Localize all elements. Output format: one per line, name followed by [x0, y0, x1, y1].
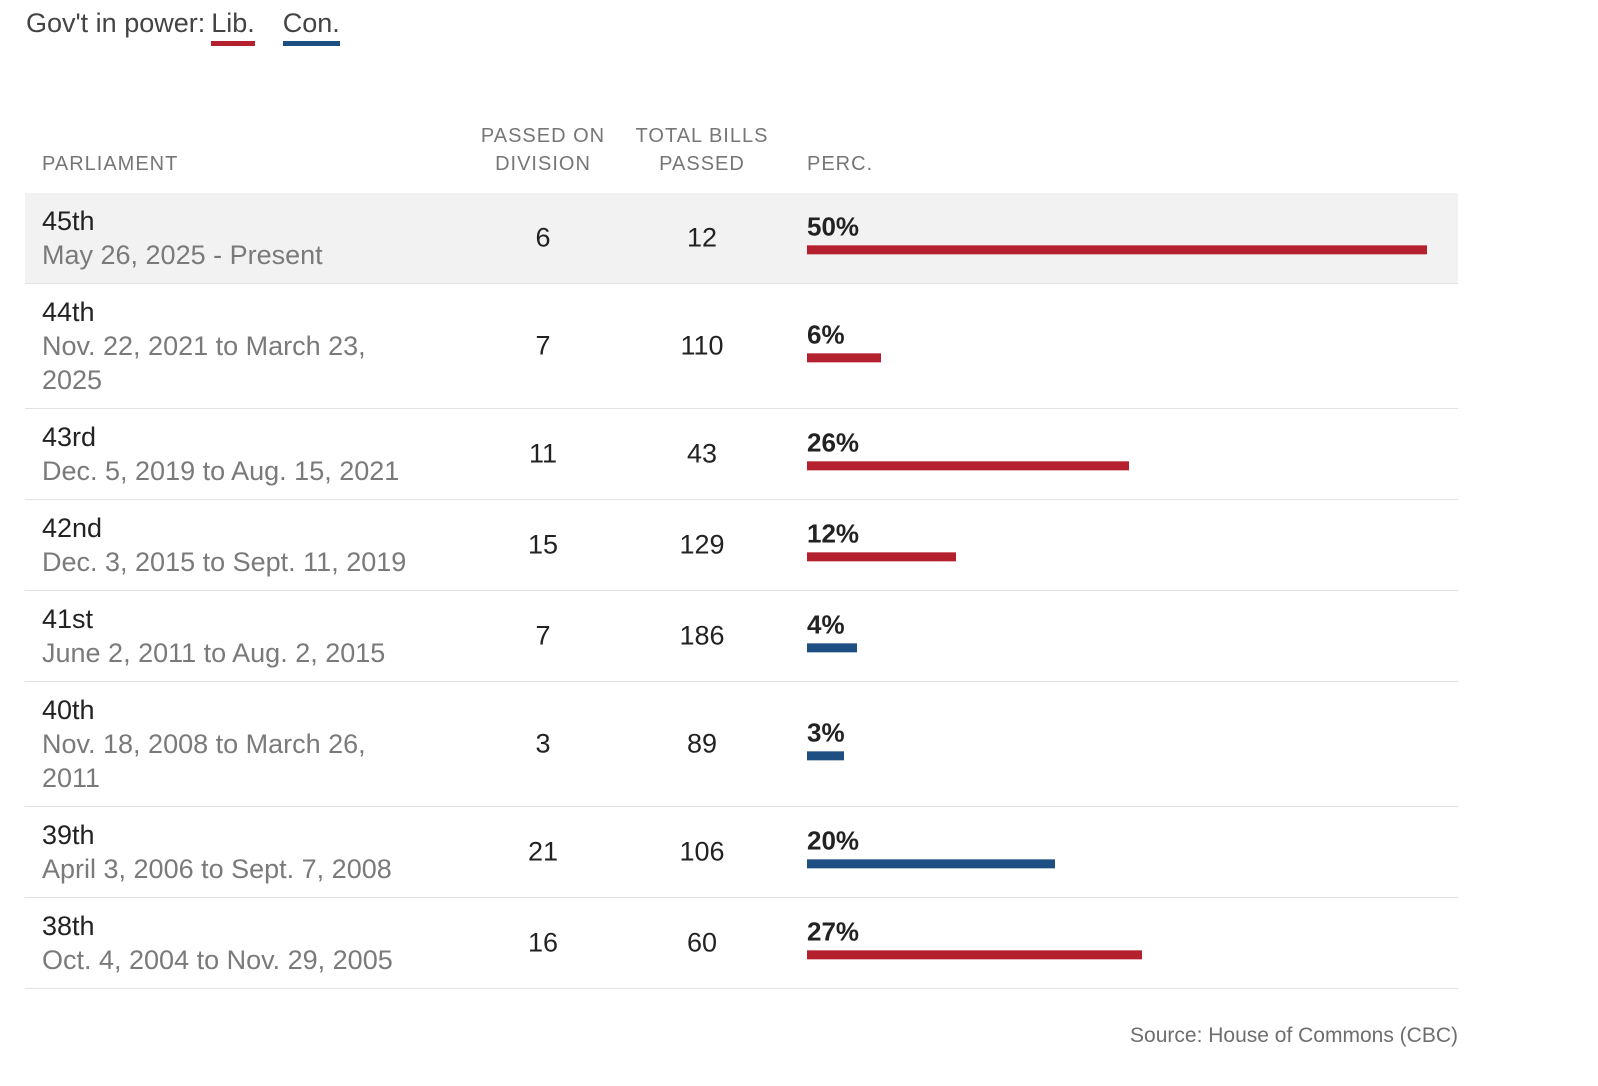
parliament-name: 45th — [42, 206, 95, 236]
parliament-cell: 38th Oct. 4, 2004 to Nov. 29, 2005 — [42, 909, 422, 977]
parliament-dates: Oct. 4, 2004 to Nov. 29, 2005 — [42, 945, 393, 975]
parliament-name: 41st — [42, 604, 94, 634]
parliament-name: 44th — [42, 297, 95, 327]
table-row: 40th Nov. 18, 2008 to March 26, 2011 3 89 3% — [25, 682, 1458, 807]
table-row: 45th May 26, 2025 - Present 6 12 50% — [25, 193, 1458, 284]
table-row: 43rd Dec. 5, 2019 to Aug. 15, 2021 11 43 26% — [25, 409, 1458, 500]
legend-item-con: Con. — [282, 8, 340, 46]
perc-bar — [807, 245, 1427, 255]
header-passed-on-division: PASSED ON DIVISION — [480, 125, 606, 175]
parliament-cell: 40th Nov. 18, 2008 to March 26, 2011 — [42, 693, 422, 795]
passed-on-division-value: 15 — [527, 529, 559, 560]
parliament-dates: April 3, 2006 to Sept. 7, 2008 — [42, 854, 392, 884]
parliament-name: 43rd — [42, 422, 97, 452]
parliament-cell: 44th Nov. 22, 2021 to March 23, 2025 — [42, 295, 422, 397]
perc-bar — [807, 751, 844, 761]
parliament-dates: Nov. 18, 2008 to March 26, 2011 — [42, 729, 366, 793]
parliament-dates: June 2, 2011 to Aug. 2, 2015 — [42, 638, 386, 668]
table-row: 39th April 3, 2006 to Sept. 7, 2008 21 106 2… — [25, 807, 1458, 898]
parliament-cell: 43rd Dec. 5, 2019 to Aug. 15, 2021 — [42, 420, 422, 488]
passed-on-division-value: 7 — [535, 330, 551, 361]
source-note: Source: House of Commons (CBC) — [1130, 1024, 1458, 1047]
header-perc: PERC. — [807, 153, 874, 175]
perc-cell: 3% — [807, 717, 845, 761]
perc-label: 3% — [807, 717, 845, 748]
perc-bar — [807, 461, 1129, 471]
perc-bar — [807, 353, 881, 363]
perc-cell: 20% — [807, 825, 1055, 869]
legend-item-lib: Lib. — [211, 8, 255, 46]
table-row: 38th Oct. 4, 2004 to Nov. 29, 2005 16 60 27% — [25, 898, 1458, 989]
table-row: 44th Nov. 22, 2021 to March 23, 2025 7 110 6… — [25, 284, 1458, 409]
passed-on-division-value: 16 — [527, 927, 559, 958]
parliament-table: PARLIAMENT PASSED ON DIVISION TOTAL BILL… — [25, 95, 1458, 989]
perc-bar — [807, 859, 1055, 869]
table-header: PARLIAMENT PASSED ON DIVISION TOTAL BILL… — [25, 95, 1458, 193]
perc-label: 4% — [807, 609, 845, 640]
perc-cell: 50% — [807, 211, 1427, 255]
passed-on-division-value: 21 — [527, 836, 559, 867]
perc-bar — [807, 552, 956, 562]
perc-label: 27% — [807, 916, 860, 947]
table-row: 42nd Dec. 3, 2015 to Sept. 11, 2019 15 129 1… — [25, 500, 1458, 591]
parliament-cell: 41st June 2, 2011 to Aug. 2, 2015 — [42, 602, 422, 670]
passed-on-division-value: 7 — [535, 620, 551, 651]
perc-cell: 4% — [807, 609, 857, 653]
table-body: 45th May 26, 2025 - Present 6 12 50% 44th Nov.… — [25, 193, 1458, 989]
perc-label: 50% — [807, 211, 860, 242]
parliament-dates: Nov. 22, 2021 to March 23, 2025 — [42, 331, 366, 395]
perc-cell: 12% — [807, 518, 956, 562]
header-total-bills-passed: TOTAL BILLS PASSED — [635, 125, 769, 175]
parliament-cell: 45th May 26, 2025 - Present — [42, 204, 422, 272]
perc-cell: 6% — [807, 319, 881, 363]
passed-on-division-value: 6 — [535, 222, 551, 253]
parliament-cell: 42nd Dec. 3, 2015 to Sept. 11, 2019 — [42, 511, 422, 579]
legend-prefix: Gov't in power: — [26, 8, 206, 38]
perc-cell: 26% — [807, 427, 1129, 471]
perc-label: 26% — [807, 427, 860, 458]
total-bills-passed-value: 110 — [680, 330, 724, 361]
parliament-dates: May 26, 2025 - Present — [42, 240, 323, 270]
passed-on-division-value: 3 — [535, 728, 551, 759]
header-parliament: PARLIAMENT — [42, 153, 179, 175]
table-row: 41st June 2, 2011 to Aug. 2, 2015 7 186 4% — [25, 591, 1458, 682]
total-bills-passed-value: 89 — [686, 728, 718, 759]
total-bills-passed-value: 43 — [686, 438, 718, 469]
perc-label: 12% — [807, 518, 860, 549]
parliament-name: 39th — [42, 820, 95, 850]
legend: Gov't in power: Lib. Con. — [26, 8, 340, 46]
parliament-cell: 39th April 3, 2006 to Sept. 7, 2008 — [42, 818, 422, 886]
total-bills-passed-value: 129 — [679, 529, 725, 560]
perc-cell: 27% — [807, 916, 1142, 960]
parliament-name: 40th — [42, 695, 95, 725]
parliament-dates: Dec. 3, 2015 to Sept. 11, 2019 — [42, 547, 407, 577]
perc-bar — [807, 643, 857, 653]
total-bills-passed-value: 60 — [686, 927, 718, 958]
perc-label: 6% — [807, 319, 845, 350]
parliament-name: 38th — [42, 911, 95, 941]
parliament-dates: Dec. 5, 2019 to Aug. 15, 2021 — [42, 456, 400, 486]
total-bills-passed-value: 12 — [686, 222, 718, 253]
passed-on-division-value: 11 — [528, 438, 558, 469]
total-bills-passed-value: 186 — [679, 620, 725, 651]
parliament-name: 42nd — [42, 513, 103, 543]
perc-bar — [807, 950, 1142, 960]
total-bills-passed-value: 106 — [679, 836, 725, 867]
perc-label: 20% — [807, 825, 860, 856]
